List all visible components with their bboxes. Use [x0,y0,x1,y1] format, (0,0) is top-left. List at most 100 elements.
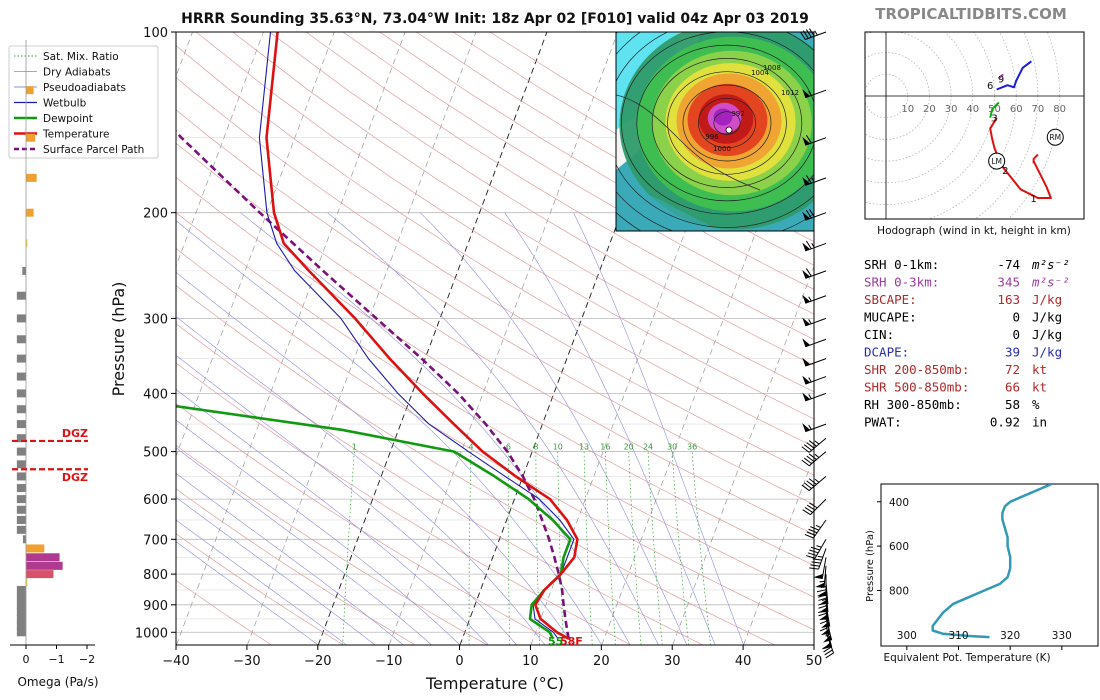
wind-barb [801,437,827,453]
dry-adiabat [232,32,814,393]
index-value: 72 [1005,362,1020,377]
theta-e-y-tick-label: 600 [889,541,909,553]
hodograph-panel: 10 20 30 40 50 60 70 80 1 2 3 69 RM LM [864,31,1085,220]
pseudoadiabat [176,389,489,645]
wind-barb-flag [804,534,814,539]
theta-e-x-tick-label: 330 [1052,630,1072,642]
y-tick-label: 500 [143,446,168,461]
index-row: SRH 0-3km: 345 m²s⁻² [864,275,1070,290]
wind-barb-flag [803,457,812,465]
index-value: 39 [1005,345,1020,360]
isobar-contour [667,71,787,175]
index-value: 0 [1012,310,1020,325]
index-label: RH 300-850mb: [864,397,962,412]
mixing-ratio-label: 4 [469,443,474,452]
wind-barb-half-flag [808,296,812,302]
omega-bar [16,420,26,429]
wind-barb-staff [805,31,827,40]
wind-barb-flag [806,531,816,536]
wind-barb [799,28,827,40]
pseudoadiabat [240,212,631,645]
surface-temperature-label: 58F [560,635,583,648]
dgz-label: DGZ [62,427,88,440]
mixing-ratio-label: 10 [553,443,563,452]
omega-bar [26,173,37,182]
wind-barb-flag [808,453,817,460]
omega-bar [26,553,60,562]
wind-barb-half-flag [811,177,815,183]
wind-barb-staff [805,89,827,99]
y-tick-label: 700 [143,533,168,548]
wind-barb-half-flag [816,545,822,548]
index-unit: kt [1032,380,1047,395]
index-value: 0 [1012,327,1020,342]
index-row: RH 300-850mb: 58% [864,397,1040,412]
wind-barb-flag [811,561,821,564]
wind-barb-flag [801,459,810,467]
wind-barb [813,557,827,580]
isobar-contour [713,111,741,135]
wind-barb-staff [805,177,827,186]
omega-bar [16,515,26,524]
pseudoadiabat [176,447,432,645]
temperature-line [265,32,579,640]
mixing-ratio-line [628,451,642,645]
y-axis-label: Pressure (hPa) [109,282,128,397]
wind-barb-flag [808,440,817,447]
map-pressure-label: 992 [731,110,744,118]
theta-e-panel: 300 310 320 330 400 600 800 [877,483,1099,650]
pseudoadiabat [176,472,404,645]
omega-bar [26,208,34,217]
wind-barb-staff [825,604,831,627]
pseudoadiabat [176,271,574,645]
storm-motion-label: LM [991,157,1002,166]
wind-barb-pennant [802,338,811,347]
x-axis-label: Temperature (°C) [425,674,564,693]
dry-adiabat [176,403,560,645]
index-value: 163 [997,292,1020,307]
wind-barb-flag [806,455,815,463]
isotherm-line [176,32,335,458]
wind-barb-flag [801,446,810,453]
wind-barb-staff [805,392,827,402]
y-tick-label: 800 [143,568,168,583]
mixing-ratio-label: 13 [579,443,589,452]
hodograph-ring-label: 20 [923,104,936,115]
wind-barb-flag [805,209,812,219]
index-unit: J/kg [1032,292,1062,307]
hodograph-trace [996,60,1032,91]
hodograph-ring-label: 30 [945,104,958,115]
hodograph-height-label: 9 [998,75,1004,86]
hodograph-ring-label: 40 [966,104,979,115]
wind-barb-flag [820,626,829,632]
wind-barb-flag [810,526,820,531]
index-unit: kt [1032,362,1047,377]
wind-barb-half-flag [808,319,812,325]
index-unit: m²s⁻² [1031,257,1070,272]
isobar-contour [682,84,772,162]
sounding-location-marker [725,126,733,134]
omega-bar [16,405,26,414]
wetbulb-line [258,32,575,640]
wind-barb-half-flag [811,243,815,248]
wind-barb-flag [810,546,820,551]
omega-bar [26,239,28,248]
dry-adiabat [176,323,703,645]
mixing-ratio-label: 36 [687,443,697,452]
skewt-frame [175,31,815,646]
dry-adiabat [176,285,775,645]
hodograph-frame [864,31,1085,220]
index-row: SHR 200-850mb: 72 kt [864,362,1047,377]
legend-label: Temperature [42,129,110,141]
mixing-ratio-label: 1 [352,443,357,452]
wind-barb-flag [809,502,818,509]
storm-motion-marker [988,152,1006,170]
index-unit: in [1032,415,1047,430]
map-pressure-label: 1004 [751,69,769,77]
wind-barb-flag [808,28,815,37]
index-row: MUCAPE: 0 J/kg [864,310,1062,325]
index-value: 66 [1005,380,1020,395]
isobar-contour [698,97,756,149]
y-tick-label: 200 [143,207,168,222]
